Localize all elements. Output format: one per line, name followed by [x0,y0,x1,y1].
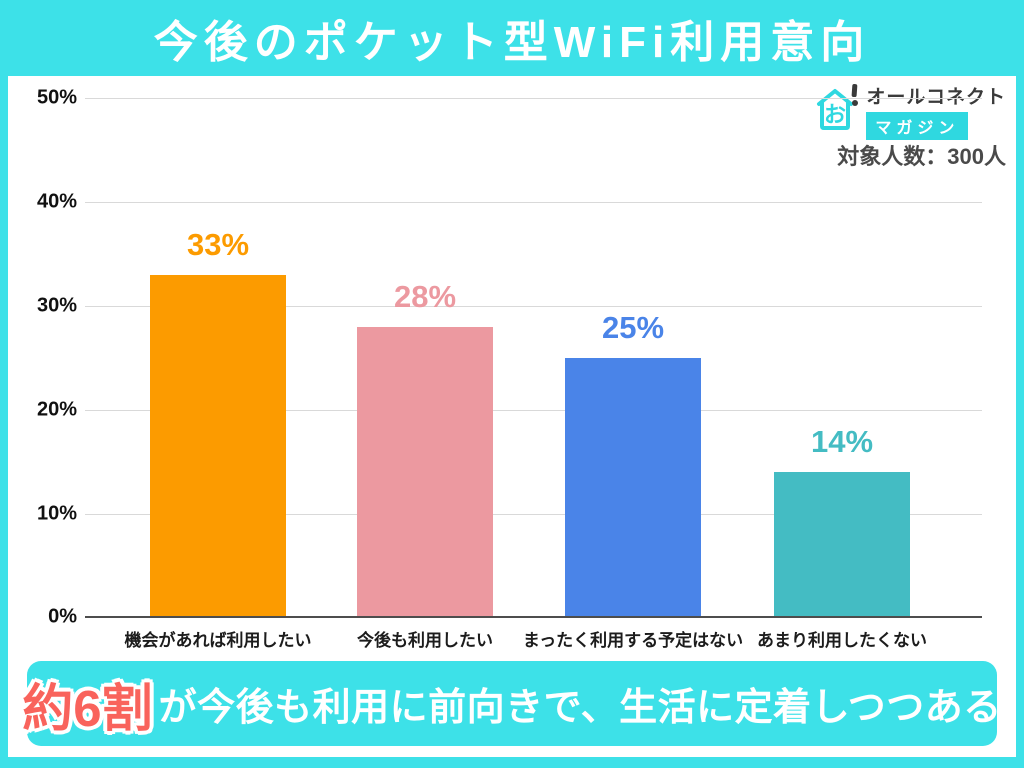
y-tick: 10% [36,502,77,525]
y-tick: 0% [48,605,77,628]
gridline-20 [85,410,982,411]
gridline-40 [85,202,982,203]
chart-card: お オールコネクト マガジン 対象人数：300人 50% 40% 30% 20%… [8,76,1016,757]
bar-category-label: あまり利用したくない [757,631,927,650]
bar-value-label: 33% [186,226,250,262]
banner-text: が今後も利用に前向きで、生活に定着しつつある [158,687,1002,729]
logo-text: オールコネクト [866,87,1006,108]
sample-size-label: 対象人数：300人 [837,144,1006,169]
svg-text:お: お [824,103,846,128]
bar-category-label: 今後も利用したい [357,631,493,650]
bar [774,472,910,618]
bar-category-label: まったく利用する予定はない [522,631,744,650]
bar-group-prefer-not-to-use: 14% あまり利用したくない [757,98,927,650]
bar-group-willing-if-chance: 33% 機会があれば利用したい [125,98,312,650]
gridline-10 [85,514,982,515]
banner-highlight: 約6割 [22,679,153,737]
y-tick: 50% [36,86,77,109]
y-tick: 30% [36,294,77,317]
bar-value-label: 25% [601,310,665,345]
gridline-30 [85,306,982,307]
bar [150,274,286,618]
logo-sub-badge: マガジン [866,112,969,140]
y-tick: 40% [36,190,77,213]
conclusion-banner: 約6割 が今後も利用に前向きで、生活に定着しつつある [22,661,1001,746]
house-exclamation-icon: お [814,82,860,137]
bar-category-label: 機会があれば利用したい [124,631,312,650]
brand-logo: お オールコネクト マガジン [814,82,1006,140]
bar [357,326,493,618]
title-bar: 今後のポケット型WiFi利用意向 [0,0,1024,76]
bar-group-no-plan-to-use: 25% まったく利用する予定はない [523,98,743,650]
x-axis-line [85,616,982,618]
bar-chart-plot: 50% 40% 30% 20% 10% 0% 33% 機会があれば利用したい 2… [37,87,982,650]
bar-value-label: 28% [393,278,457,314]
gridline-50 [85,98,982,99]
bar-group-continue-using: 28% 今後も利用したい [357,98,493,650]
y-tick: 20% [36,398,77,421]
page-title: 今後のポケット型WiFi利用意向 [153,18,871,67]
bar [565,358,701,618]
bar-value-label: 14% [810,424,874,460]
